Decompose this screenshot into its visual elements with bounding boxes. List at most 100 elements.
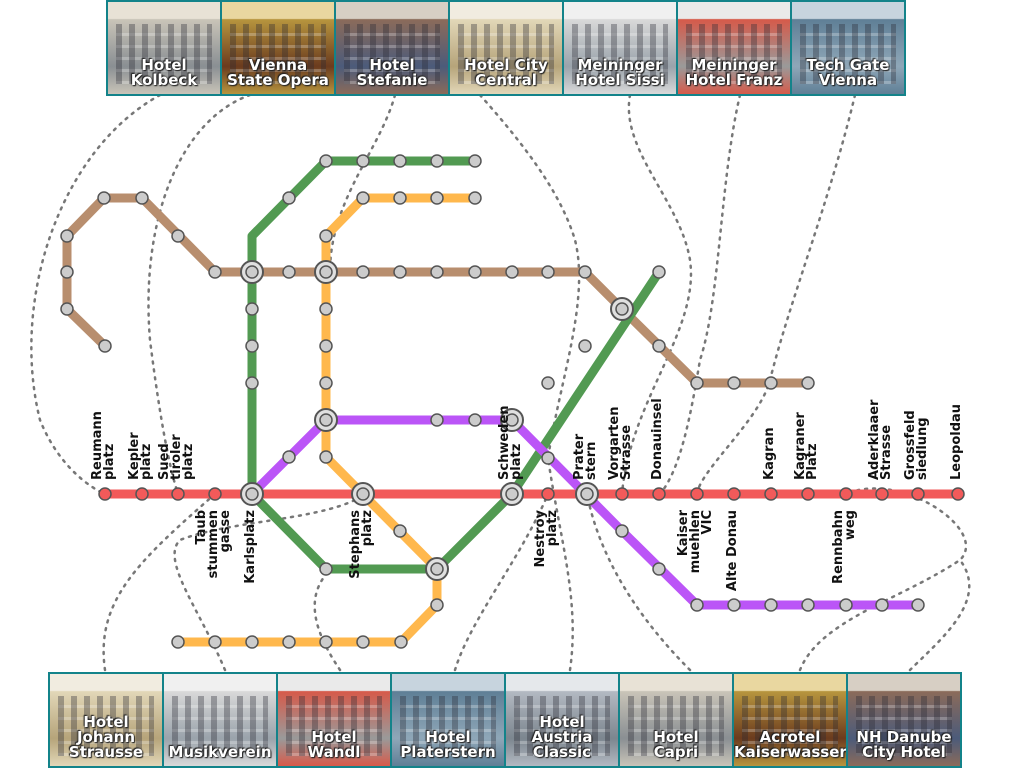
interchange-stop[interactable] (425, 557, 449, 581)
brown-line-stop[interactable] (208, 265, 222, 279)
orange-line-stop[interactable] (468, 191, 482, 205)
hotel-card[interactable]: Meininger Hotel Sissi (564, 2, 676, 94)
green-line-stop[interactable] (319, 562, 333, 576)
purple-line-stop[interactable] (875, 598, 889, 612)
purple-line-stop[interactable] (911, 598, 925, 612)
interchange-stop[interactable] (610, 297, 634, 321)
interchange-stop[interactable] (351, 482, 375, 506)
red-line-stop[interactable] (541, 487, 555, 501)
brown-line-stop[interactable] (690, 376, 704, 390)
brown-line-stop[interactable] (356, 265, 370, 279)
interchange-stop[interactable] (575, 482, 599, 506)
brown-line-stop[interactable] (764, 376, 778, 390)
brown-line-stop[interactable] (171, 229, 185, 243)
red-line-stop[interactable] (911, 487, 925, 501)
hotel-card[interactable]: Hotel Stefanie (336, 2, 448, 94)
hotel-card[interactable]: Hotel Platerstern (392, 674, 504, 766)
purple-line-stop[interactable] (541, 451, 555, 465)
hotel-card[interactable]: Meininger Hotel Franz (678, 2, 790, 94)
hotel-card[interactable]: Acrotel Kaiserwasser (734, 674, 846, 766)
red-line-stop[interactable] (839, 487, 853, 501)
red-line-stop[interactable] (764, 487, 778, 501)
purple-line-stop[interactable] (764, 598, 778, 612)
brown-line-stop[interactable] (393, 265, 407, 279)
orange-line-stop[interactable] (393, 524, 407, 538)
green-line-stop[interactable] (430, 154, 444, 168)
purple-line-stop[interactable] (468, 413, 482, 427)
purple-line-stop[interactable] (282, 450, 296, 464)
hotel-card[interactable]: Hotel Johann Strausse (50, 674, 162, 766)
orange-line-stop[interactable] (394, 635, 408, 649)
green-line-stop[interactable] (652, 265, 666, 279)
brown-line-stop[interactable] (60, 229, 74, 243)
brown-line-stop[interactable] (135, 191, 149, 205)
purple-line-stop[interactable] (839, 598, 853, 612)
hotel-card[interactable]: Vienna State Opera (222, 2, 334, 94)
brown-line-stop[interactable] (541, 265, 555, 279)
orange-line-stop[interactable] (430, 191, 444, 205)
brown-line-stop[interactable] (282, 265, 296, 279)
interchange-stop[interactable] (500, 482, 524, 506)
red-line-stop[interactable] (875, 487, 889, 501)
orange-line-stop[interactable] (208, 635, 222, 649)
red-line-stop[interactable] (951, 487, 965, 501)
green-line-stop[interactable] (319, 154, 333, 168)
orange-line-stop[interactable] (319, 450, 333, 464)
green-line-stop[interactable] (245, 376, 259, 390)
red-line-stop[interactable] (801, 487, 815, 501)
purple-line-stop[interactable] (430, 413, 444, 427)
brown-line-stop[interactable] (652, 339, 666, 353)
green-line-stop[interactable] (393, 154, 407, 168)
brown-line-stop[interactable] (578, 265, 592, 279)
hotel-card[interactable]: Musikverein (164, 674, 276, 766)
hotel-card[interactable]: Hotel Capri (620, 674, 732, 766)
green-line-stop[interactable] (578, 339, 592, 353)
orange-line-stop[interactable] (319, 302, 333, 316)
hotel-card[interactable]: NH Danube City Hotel (848, 674, 960, 766)
purple-line-stop[interactable] (727, 598, 741, 612)
red-line-stop[interactable] (98, 487, 112, 501)
orange-line-stop[interactable] (319, 229, 333, 243)
hotel-card[interactable]: Hotel Kolbeck (108, 2, 220, 94)
orange-line-stop[interactable] (319, 339, 333, 353)
orange-line-stop[interactable] (356, 191, 370, 205)
interchange-stop[interactable] (314, 408, 338, 432)
hotel-card[interactable]: Tech Gate Vienna (792, 2, 904, 94)
orange-line-stop[interactable] (319, 376, 333, 390)
red-line-stop[interactable] (208, 487, 222, 501)
green-line-stop[interactable] (356, 154, 370, 168)
orange-line-stop[interactable] (245, 635, 259, 649)
orange-line-stop[interactable] (319, 635, 333, 649)
orange-line-stop[interactable] (356, 635, 370, 649)
orange-line-stop[interactable] (430, 598, 444, 612)
brown-line-stop[interactable] (97, 191, 111, 205)
green-line-stop[interactable] (468, 154, 482, 168)
interchange-stop[interactable] (240, 260, 264, 284)
red-line-stop[interactable] (615, 487, 629, 501)
brown-line-stop[interactable] (60, 265, 74, 279)
brown-line-stop[interactable] (430, 265, 444, 279)
brown-line-stop[interactable] (801, 376, 815, 390)
interchange-stop[interactable] (500, 408, 524, 432)
interchange-stop[interactable] (240, 482, 264, 506)
green-line-stop[interactable] (541, 376, 555, 390)
purple-line-stop[interactable] (615, 524, 629, 538)
orange-line-stop[interactable] (393, 191, 407, 205)
green-line-stop[interactable] (245, 339, 259, 353)
orange-line-stop[interactable] (282, 635, 296, 649)
purple-line-stop[interactable] (652, 562, 666, 576)
brown-line-stop[interactable] (468, 265, 482, 279)
hotel-card[interactable]: Hotel Wandl (278, 674, 390, 766)
purple-line-stop[interactable] (690, 598, 704, 612)
green-line-stop[interactable] (245, 302, 259, 316)
green-line-stop[interactable] (282, 191, 296, 205)
brown-line-stop[interactable] (60, 302, 74, 316)
red-line-stop[interactable] (727, 487, 741, 501)
purple-line-stop[interactable] (801, 598, 815, 612)
red-line-stop[interactable] (135, 487, 149, 501)
brown-line-stop[interactable] (727, 376, 741, 390)
brown-line-stop[interactable] (98, 339, 112, 353)
hotel-card[interactable]: Hotel Austria Classic (506, 674, 618, 766)
brown-line-stop[interactable] (505, 265, 519, 279)
red-line-stop[interactable] (171, 487, 185, 501)
